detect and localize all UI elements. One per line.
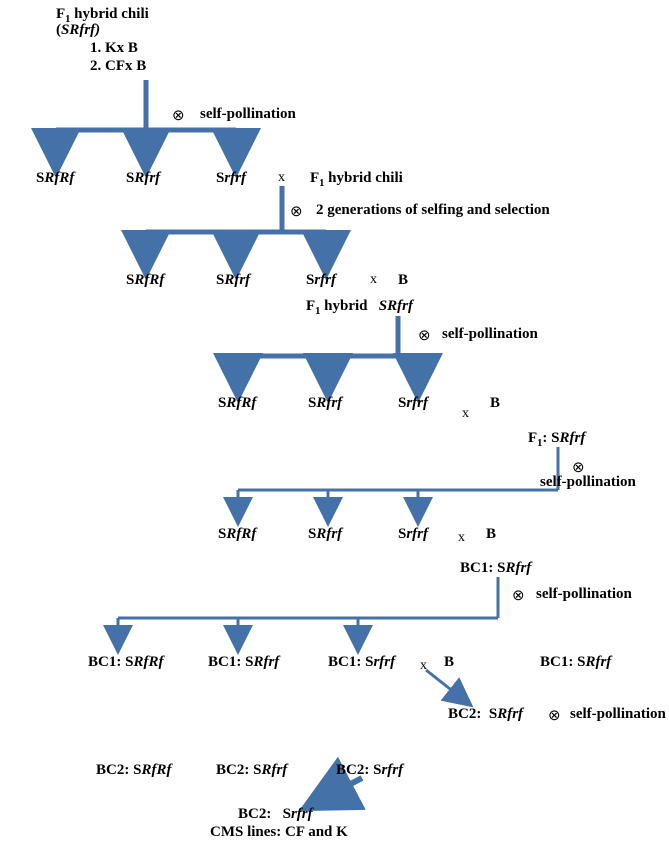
cx-5: ⊗	[512, 586, 525, 605]
header-l2: (SRfrf)	[56, 22, 100, 39]
off-4-1: SRfRf	[218, 526, 256, 543]
cx-3: ⊗	[418, 326, 431, 345]
off-3-2: SRfrf	[308, 395, 342, 412]
cross-5: x	[420, 658, 427, 674]
off-4-3: Srfrf	[398, 526, 428, 543]
off-1-1: SRfRf	[36, 170, 74, 187]
off-1-2: SRfrf	[126, 170, 160, 187]
cross-1: x	[278, 170, 285, 186]
off-5-1: BC1: SRfRf	[88, 654, 163, 671]
sp-4: self-pollination	[540, 474, 636, 491]
B-5: B	[444, 654, 454, 671]
f1-hybrid-3: F1 hybrid SRfrf	[306, 298, 413, 317]
f1hc-1: F1 hybrid chili	[310, 170, 403, 189]
B-3: B	[490, 395, 500, 412]
cx-1: ⊗	[172, 106, 185, 125]
cx-6: ⊗	[548, 706, 561, 725]
B-4: B	[486, 526, 496, 543]
bc2-final: BC2: Srfrf	[238, 806, 313, 823]
off-5-2: BC1: SRfrf	[208, 654, 279, 671]
sp-6: self-pollination	[570, 706, 666, 723]
off-6-3: BC2: Srfrf	[336, 762, 403, 779]
f1-srfrf: F1: SRfrf	[528, 430, 585, 449]
off-2-2: SRfrf	[216, 272, 250, 289]
sp-1: self-pollination	[200, 106, 296, 123]
two-gen: 2 generations of selfing and selection	[316, 202, 550, 219]
sp-5: self-pollination	[536, 586, 632, 603]
bc1-right: BC1: SRfrf	[540, 654, 611, 671]
off-6-1: BC2: SRfRf	[96, 762, 171, 779]
off-6-2: BC2: SRfrf	[216, 762, 287, 779]
bc2-srfrf: BC2: SRfrf	[448, 706, 523, 723]
B-2: B	[398, 272, 408, 289]
off-4-2: SRfrf	[308, 526, 342, 543]
header-l4: 2. CFx B	[90, 58, 146, 75]
cx-2: ⊗	[290, 202, 303, 221]
sp-3: self-pollination	[442, 326, 538, 343]
cross-4: x	[458, 530, 465, 546]
cms-lines: CMS lines: CF and K	[210, 824, 348, 841]
off-2-1: SRfRf	[126, 272, 164, 289]
header-l3: 1. Kx B	[90, 40, 138, 57]
bc1-srfrf: BC1: SRfrf	[460, 560, 531, 577]
off-2-3: Srfrf	[306, 272, 336, 289]
off-5-3: BC1: Srfrf	[328, 654, 395, 671]
cross-3: x	[462, 406, 469, 422]
off-3-1: SRfRf	[218, 395, 256, 412]
off-3-3: Srfrf	[398, 395, 428, 412]
cross-2: x	[370, 272, 377, 288]
flowchart-svg	[0, 0, 669, 854]
off-1-3: Srfrf	[216, 170, 246, 187]
